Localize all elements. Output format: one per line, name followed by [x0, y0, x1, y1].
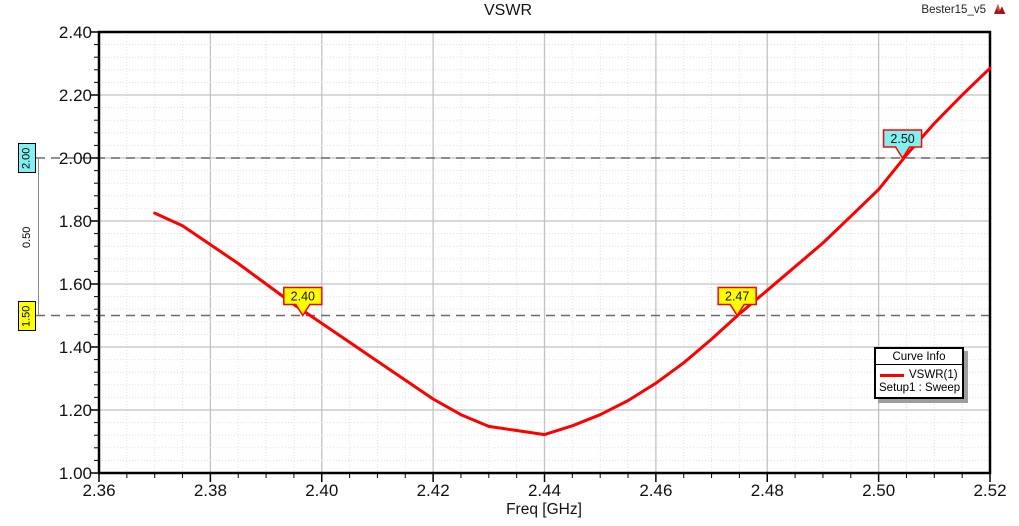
ref-delta-label: 0.50	[21, 226, 33, 248]
marker-tag-shape	[717, 286, 757, 317]
y-tick-label: 2.20	[58, 86, 92, 105]
y-tick-label: 1.00	[58, 464, 92, 483]
marker-tag-label: 2.40	[291, 290, 315, 304]
curve-marker-tag[interactable]: 2.47	[717, 286, 757, 317]
x-tick-label: 2.38	[193, 481, 227, 500]
x-tick-label: 2.42	[416, 481, 450, 500]
x-tick-label: 2.36	[82, 481, 116, 500]
legend-sweep-label: Setup1 : Sweep	[879, 382, 961, 394]
marker-tag-label: 2.47	[725, 290, 749, 304]
ansoft-logo-icon	[994, 4, 1006, 14]
chart-title: VSWR	[484, 2, 532, 19]
x-tick-label: 2.50	[862, 481, 896, 500]
marker-tag-label: 2.50	[890, 132, 914, 146]
y-tick-label: 1.20	[58, 401, 92, 420]
y-tick-label: 2.00	[58, 149, 92, 168]
marker-tag-shape	[283, 286, 323, 317]
x-axis-title: Freq [GHz]	[506, 501, 582, 518]
project-name: Bester15_v5	[921, 4, 986, 16]
legend-series-label: VSWR(1)	[909, 369, 958, 381]
ref-line-marker-1-50[interactable]: 1.50	[18, 300, 36, 331]
curve-marker-tag[interactable]: 2.40	[283, 286, 323, 317]
y-tick-label: 2.40	[58, 23, 92, 42]
x-tick-label: 2.44	[527, 481, 562, 500]
x-tick-label: 2.48	[750, 481, 784, 500]
y-tick-label: 1.80	[58, 212, 92, 231]
y-tick-label: 1.60	[58, 275, 92, 294]
ref-line-marker-2-00[interactable]: 2.00	[18, 143, 36, 173]
legend-line-sample	[880, 373, 904, 377]
x-tick-label: 2.40	[305, 481, 339, 500]
y-tick-label: 1.40	[58, 338, 92, 357]
curve-marker-tag[interactable]: 2.50	[882, 129, 923, 160]
x-tick-label: 2.52	[973, 481, 1007, 500]
marker-tag-shape	[882, 129, 923, 160]
plot-border	[97, 30, 992, 475]
legend-box[interactable]: Curve Info VSWR(1) Setup1 : Sweep	[874, 347, 964, 399]
x-tick-label: 2.46	[639, 481, 673, 500]
legend-title: Curve Info	[876, 349, 962, 365]
